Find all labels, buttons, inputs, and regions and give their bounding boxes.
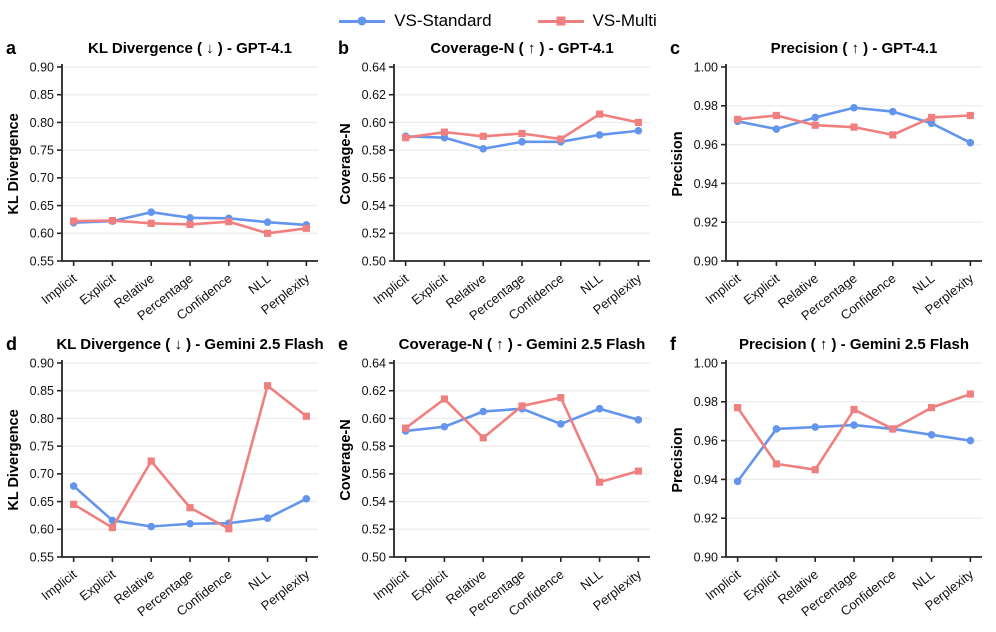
svg-text:Implicit: Implicit [38,270,79,307]
legend: VS-Standard VS-Multi [0,0,996,38]
panel-a: a KL Divergence ( ↓ ) - GPT-4.1 KL Diver… [0,38,332,334]
legend-item-vs-multi: VS-Multi [537,11,657,31]
chart-title: KL Divergence ( ↓ ) - GPT-4.1 [88,40,292,57]
legend-item-vs-standard: VS-Standard [339,11,492,31]
chart-panel-f: 0.900.920.940.960.981.00ImplicitExplicit… [694,357,982,619]
svg-text:0.54: 0.54 [362,199,386,213]
chart-title: Coverage-N ( ↑ ) - Gemini 2.5 Flash [398,336,646,353]
svg-text:NLL: NLL [245,271,273,298]
panel-letter: d [6,334,17,354]
panel-letter: f [670,334,676,354]
svg-text:1.00: 1.00 [694,357,718,370]
svg-text:1.00: 1.00 [694,61,718,74]
svg-text:0.55: 0.55 [30,254,54,268]
y-axis-label: KL Divergence [6,113,22,215]
svg-text:0.50: 0.50 [362,254,386,268]
svg-text:0.54: 0.54 [362,495,386,509]
svg-text:0.80: 0.80 [30,412,54,426]
panel-grid: a KL Divergence ( ↓ ) - GPT-4.1 KL Diver… [0,38,996,630]
y-axis-label: KL Divergence [6,409,22,511]
svg-text:NLL: NLL [577,271,605,298]
chart-panel-c: 0.900.920.940.960.981.00ImplicitExplicit… [694,61,982,323]
svg-text:Implicit: Implicit [370,270,411,307]
svg-text:0.62: 0.62 [362,384,386,398]
svg-text:0.75: 0.75 [30,144,54,158]
svg-text:Implicit: Implicit [38,566,79,603]
svg-text:0.90: 0.90 [694,254,718,268]
svg-text:0.60: 0.60 [30,523,54,537]
svg-text:Implicit: Implicit [702,270,743,307]
svg-text:NLL: NLL [245,567,273,594]
svg-text:0.94: 0.94 [694,473,718,487]
svg-text:0.70: 0.70 [30,171,54,185]
chart-title: Coverage-N ( ↑ ) - GPT-4.1 [430,40,614,57]
legend-label: VS-Standard [394,11,492,30]
svg-text:Implicit: Implicit [702,566,743,603]
svg-text:0.96: 0.96 [694,434,718,448]
svg-text:0.80: 0.80 [30,116,54,130]
panel-letter: b [338,38,349,58]
svg-text:0.92: 0.92 [694,512,718,526]
svg-text:0.55: 0.55 [30,550,54,564]
svg-text:0.64: 0.64 [362,357,386,370]
svg-text:0.52: 0.52 [362,227,386,241]
svg-text:0.62: 0.62 [362,88,386,102]
panel-e: e Coverage-N ( ↑ ) - Gemini 2.5 Flash Co… [332,334,664,630]
panel-f: f Precision ( ↑ ) - Gemini 2.5 Flash Pre… [664,334,996,630]
panel-d: d KL Divergence ( ↓ ) - Gemini 2.5 Flash… [0,334,332,630]
svg-text:Implicit: Implicit [370,566,411,603]
panel-letter: a [6,38,17,58]
svg-text:0.65: 0.65 [30,199,54,213]
svg-text:0.64: 0.64 [362,61,386,74]
svg-text:0.52: 0.52 [362,523,386,537]
svg-text:NLL: NLL [909,567,937,594]
svg-text:0.50: 0.50 [362,550,386,564]
svg-text:0.75: 0.75 [30,440,54,454]
svg-text:0.90: 0.90 [30,357,54,370]
legend-label: VS-Multi [592,11,657,30]
chart-panel-d: 0.55 0.60 0.65 0.70 0.75 0.80 0.85 0.90 Implicit… [30,357,318,619]
y-axis-label: Coverage-N [338,419,354,501]
chart-title: Precision ( ↑ ) - Gemini 2.5 Flash [738,336,970,353]
svg-text:0.98: 0.98 [694,99,718,113]
svg-text:NLL: NLL [909,271,937,298]
panel-letter: c [670,38,681,58]
svg-text:0.56: 0.56 [362,171,386,185]
svg-text:0.56: 0.56 [362,467,386,481]
y-axis-label: Precision [670,131,686,197]
svg-text:0.60: 0.60 [362,412,386,426]
svg-text:0.58: 0.58 [362,440,386,454]
svg-text:0.70: 0.70 [30,467,54,481]
chart-panel-e: 0.50 0.52 0.54 0.56 0.58 0.60 0.62 0.64 Implicit… [362,357,650,619]
svg-text:0.58: 0.58 [362,144,386,158]
chart-title: KL Divergence ( ↓ ) - Gemini 2.5 Flash [56,336,324,353]
svg-text:0.60: 0.60 [362,116,386,130]
svg-text:0.90: 0.90 [30,61,54,74]
svg-text:0.60: 0.60 [30,227,54,241]
svg-text:0.90: 0.90 [694,550,718,564]
chart-panel-b: 0.50 0.52 0.54 0.56 0.58 0.60 0.62 0.64 Implicit… [362,61,650,323]
line-square-marker-icon [537,14,584,28]
svg-text:0.96: 0.96 [694,138,718,152]
svg-text:0.65: 0.65 [30,495,54,509]
panel-c: c Precision ( ↑ ) - GPT-4.1 Precision 0.… [664,38,996,334]
y-axis-label: Coverage-N [338,123,354,205]
svg-text:0.98: 0.98 [694,395,718,409]
svg-text:0.85: 0.85 [30,384,54,398]
svg-text:0.92: 0.92 [694,216,718,230]
panel-b: b Coverage-N ( ↑ ) - GPT-4.1 Coverage-N … [332,38,664,334]
chart-panel-a: 0.55 0.60 0.65 0.70 0.75 0.80 0.85 0.90 Implicit… [30,61,318,323]
svg-text:0.85: 0.85 [30,88,54,102]
y-axis-label: Precision [670,427,686,493]
svg-text:NLL: NLL [577,567,605,594]
panel-letter: e [338,334,349,354]
line-circle-marker-icon [339,14,386,28]
chart-title: Precision ( ↑ ) - GPT-4.1 [770,40,938,57]
svg-text:0.94: 0.94 [694,177,718,191]
